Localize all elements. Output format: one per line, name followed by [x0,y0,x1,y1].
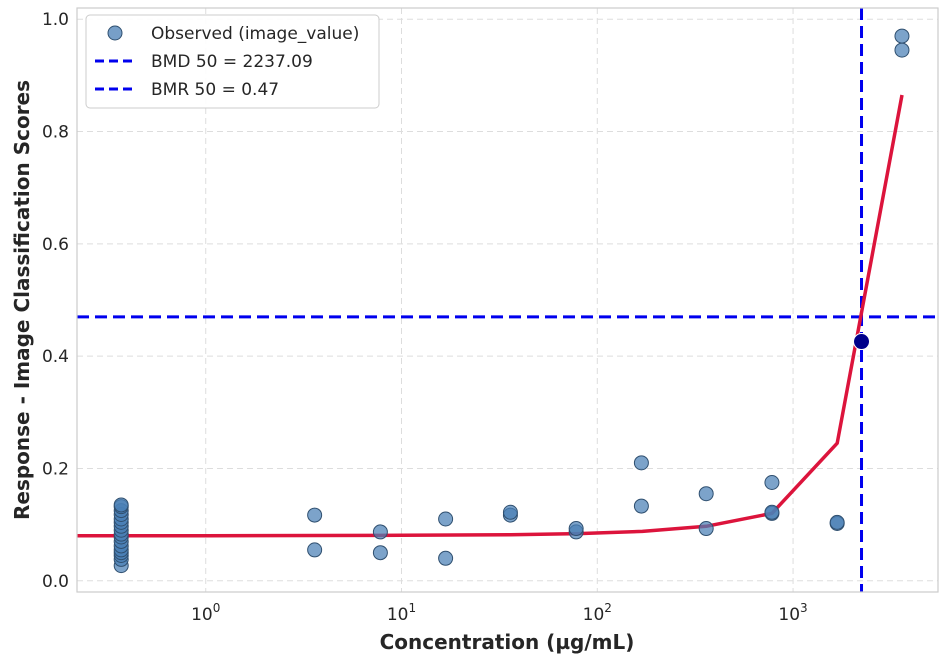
legend-label-observed: Observed (image_value) [151,24,359,44]
legend-marker-observed [107,25,123,41]
plot-frame [76,7,939,593]
y-tick-label: 0.0 [42,572,69,592]
observed-point [438,511,454,527]
observed-point [372,545,388,561]
observed-point [307,542,323,558]
y-tick-label: 0.2 [42,459,69,479]
observed-points-layer [113,28,910,574]
x-tick-label: 102 [583,601,612,625]
plot-border [76,7,939,593]
observed-point [633,455,649,471]
bmd-marker [853,333,871,351]
observed-point [764,504,780,520]
x-tick-label: 103 [778,601,807,625]
y-tick-label: 0.4 [42,347,69,367]
y-tick-labels: 0.0 0.2 0.4 0.6 0.8 1.0 [42,10,69,592]
observed-point [502,504,518,520]
x-tick-labels: 100 101 102 103 [191,601,808,625]
observed-point [568,521,584,537]
observed-point [113,497,129,513]
y-axis-label: Response - Image Classification Scores [10,80,34,520]
legend: Observed (image_value) BMD 50 = 2237.09 … [85,14,380,109]
observed-point [894,42,910,58]
observed-point [698,521,714,537]
observed-point [894,28,910,44]
observed-point [372,524,388,540]
legend-label-bmd: BMD 50 = 2237.09 [151,52,313,72]
observed-point [633,498,649,514]
y-tick-label: 0.6 [42,235,69,255]
grid-lines [77,8,938,592]
x-tick-label: 100 [191,601,220,625]
x-tick-label: 101 [387,601,416,625]
fit-curve-layer [77,94,904,538]
y-tick-label: 1.0 [42,10,69,30]
x-axis-label: Concentration (µg/mL) [380,630,635,654]
observed-point [829,514,845,530]
observed-point [307,507,323,523]
observed-point [764,475,780,490]
observed-point [698,486,714,502]
reference-lines [77,8,938,592]
legend-label-bmr: BMR 50 = 0.47 [151,80,279,100]
fit-curve [77,94,904,538]
legend-box [85,14,380,109]
y-tick-label: 0.8 [42,123,69,143]
observed-point [438,550,454,566]
